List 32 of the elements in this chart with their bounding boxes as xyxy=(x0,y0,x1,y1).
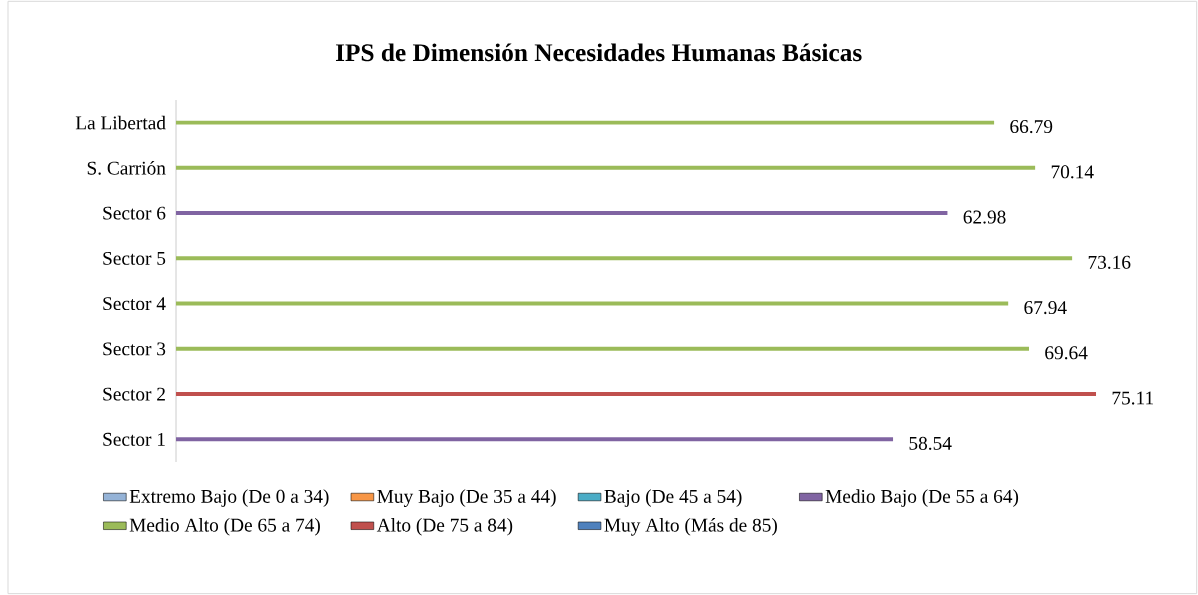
legend-label: Extremo Bajo (De 0 a 34) xyxy=(129,489,329,507)
data-label: 70.14 xyxy=(1051,165,1094,179)
legend-label: Bajo (De 45 a 54) xyxy=(604,489,742,507)
legend-label: Alto (De 75 a 84) xyxy=(376,518,513,536)
bar xyxy=(176,346,1030,351)
chart-title: IPS de Dimensión Necesidades Humanas Básicas xyxy=(335,43,862,62)
data-label: 62.98 xyxy=(963,210,1006,224)
data-label: 66.79 xyxy=(1010,120,1053,134)
legend-label: Muy Bajo (De 35 a 44) xyxy=(377,489,556,507)
bar xyxy=(176,256,1073,261)
y-tick-label: Sector 1 xyxy=(103,432,165,446)
bar xyxy=(176,437,894,442)
bar xyxy=(176,120,995,125)
data-label: 75.11 xyxy=(1112,391,1154,405)
bar xyxy=(176,211,948,216)
y-tick-label: Sector 2 xyxy=(103,387,165,401)
bar xyxy=(176,165,1036,170)
legend-label: Muy Alto (Más de 85) xyxy=(604,518,777,536)
legend-label: Medio Alto (De 65 a 74) xyxy=(129,518,320,536)
bar xyxy=(176,301,1009,306)
data-label: 67.94 xyxy=(1024,301,1067,315)
y-tick-label: Sector 4 xyxy=(103,297,166,311)
y-tick-label: La Libertad xyxy=(75,115,166,130)
y-tick-label: Sector 5 xyxy=(103,251,166,265)
y-tick-label: S. Carrión xyxy=(87,161,166,175)
legend-label: Medio Bajo (De 55 a 64) xyxy=(825,489,1019,507)
bar xyxy=(176,392,1097,397)
y-tick-label: Sector 3 xyxy=(103,342,166,356)
y-tick-label: Sector 6 xyxy=(103,206,166,220)
data-label: 73.16 xyxy=(1088,255,1131,269)
data-label: 58.54 xyxy=(909,436,952,450)
data-label: 69.64 xyxy=(1045,346,1088,360)
